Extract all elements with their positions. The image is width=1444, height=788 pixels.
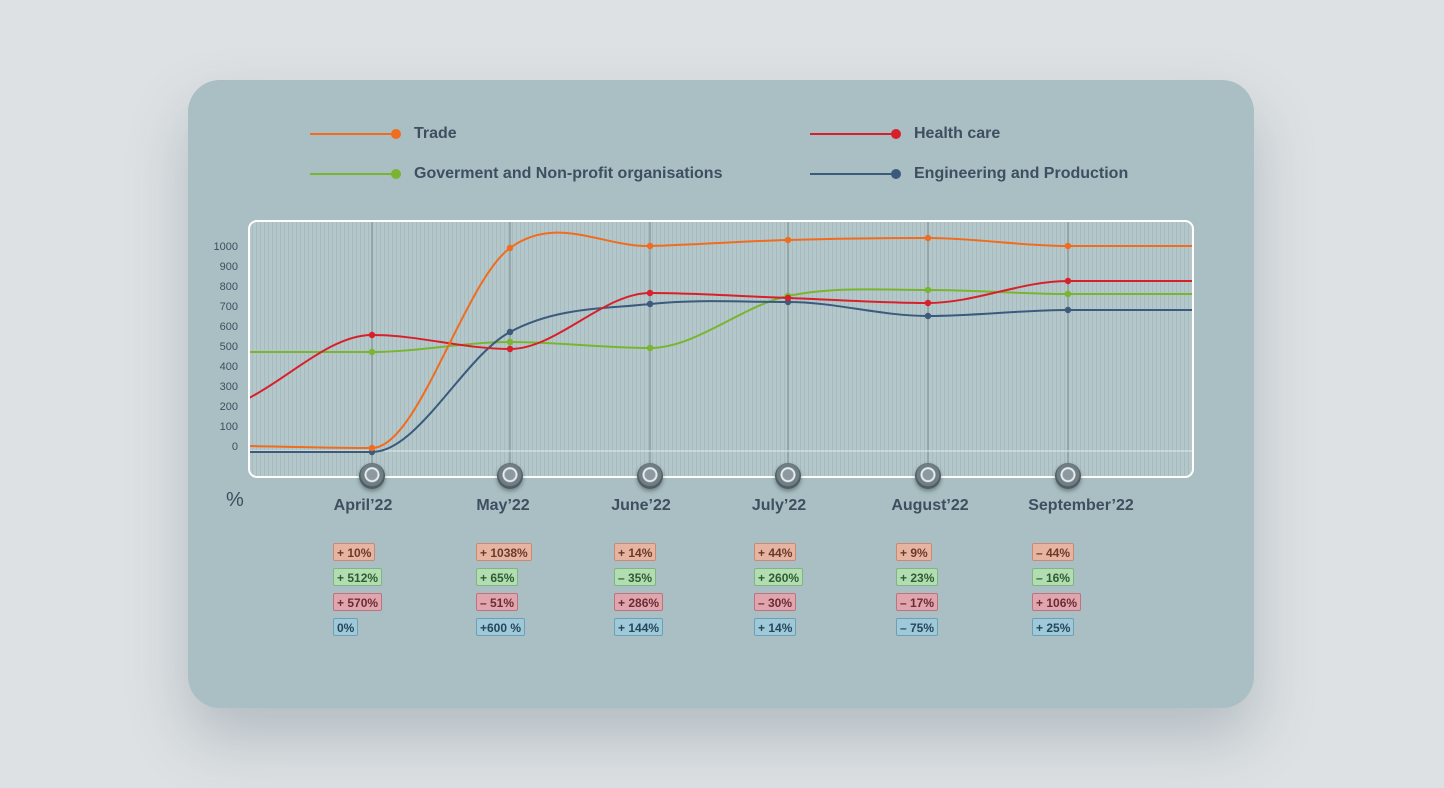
month-handle[interactable] [637,463,663,489]
data-point-health[interactable] [924,299,932,307]
y-tick-label: 600 [220,321,238,333]
plot-area [249,221,1193,477]
data-point-eng[interactable] [1064,306,1072,314]
plot-border [248,220,1194,478]
data-point-gov[interactable] [646,344,654,352]
series-lines [249,231,1193,454]
change-badge-trade: + 9% [896,543,932,561]
data-point-trade[interactable] [506,244,514,252]
series-line-trade [249,231,1193,450]
change-badge-health: – 51% [476,593,519,611]
data-point-gov[interactable] [506,338,514,346]
legend-item-gov[interactable]: Goverment and Non-profit organisations [310,164,722,184]
change-badge-gov: + 512% [333,568,383,586]
month-handle[interactable] [915,463,941,489]
data-point-gov[interactable] [368,348,376,356]
y-tick-label: 400 [220,361,238,373]
series-line-gov [249,288,1193,354]
legend-label-health: Health care [914,125,1001,142]
change-badge-gov: – 16% [1032,568,1075,586]
month-label: September’22 [1028,497,1134,514]
legend-item-trade[interactable]: Trade [310,124,457,144]
change-badge-eng: + 14% [754,618,797,636]
change-badge-health: + 106% [1032,593,1082,611]
month-label: June’22 [611,497,671,514]
month-handle[interactable] [359,463,385,489]
legend-label-gov: Goverment and Non-profit organisations [414,165,723,182]
y-tick-label: 500 [220,341,238,353]
change-badge-eng: +600 % [476,618,526,636]
month-label: July’22 [751,497,807,514]
y-tick-label: 300 [220,381,238,393]
y-tick-label: 1000 [214,241,238,253]
y-tick-label: 900 [220,261,238,273]
legend-label-eng: Engineering and Production [914,165,1129,182]
change-badge-health: – 17% [896,593,939,611]
change-badge-trade: – 44% [1032,543,1075,561]
month-handle[interactable] [1055,463,1081,489]
data-point-gov[interactable] [1064,290,1072,298]
y-unit-label: % [226,489,244,511]
month-label: May’22 [476,497,530,514]
legend-label-trade: Trade [414,125,457,142]
data-point-gov[interactable] [924,286,932,294]
legend-swatch-health [810,124,901,144]
legend-swatch-trade [310,124,401,144]
data-point-health[interactable] [506,345,514,353]
month-label: April’22 [333,497,393,514]
change-badge-gov: – 35% [614,568,657,586]
data-point-eng[interactable] [646,300,654,308]
change-badge-gov: + 260% [754,568,804,586]
legend-swatch-eng [810,164,901,184]
change-badge-health: + 286% [614,593,664,611]
y-tick-label: 700 [220,301,238,313]
data-point-trade[interactable] [1064,242,1072,250]
change-badge-gov: + 23% [896,568,939,586]
y-tick-label: 100 [220,421,238,433]
data-point-trade[interactable] [368,444,376,452]
series-points [368,234,1072,456]
change-badge-trade: + 14% [614,543,657,561]
data-point-health[interactable] [1064,277,1072,285]
change-badge-health: – 30% [754,593,797,611]
data-point-trade[interactable] [784,236,792,244]
change-badge-health: + 570% [333,593,383,611]
y-tick-label: 200 [220,401,238,413]
series-line-health [249,280,1193,399]
change-badge-trade: + 44% [754,543,797,561]
data-point-eng[interactable] [924,312,932,320]
change-badge-trade: + 10% [333,543,376,561]
legend-item-health[interactable]: Health care [810,124,1000,144]
y-tick-label: 0 [232,441,238,453]
y-tick-label: 800 [220,281,238,293]
legend-item-eng[interactable]: Engineering and Production [810,164,1128,184]
month-handle[interactable] [497,463,523,489]
change-badge-eng: – 75% [896,618,939,636]
data-point-health[interactable] [368,331,376,339]
data-point-trade[interactable] [646,242,654,250]
data-point-health[interactable] [646,289,654,297]
data-point-eng[interactable] [506,328,514,336]
month-handle[interactable] [775,463,801,489]
data-point-health[interactable] [784,294,792,302]
change-badge-eng: 0% [333,618,359,636]
month-label: August’22 [891,497,969,514]
change-badge-trade: + 1038% [476,543,532,561]
data-point-trade[interactable] [924,234,932,242]
change-badge-eng: + 144% [614,618,664,636]
series-line-eng [249,300,1193,454]
change-badge-eng: + 25% [1032,618,1075,636]
change-badge-gov: + 65% [476,568,519,586]
legend-swatch-gov [310,164,401,184]
